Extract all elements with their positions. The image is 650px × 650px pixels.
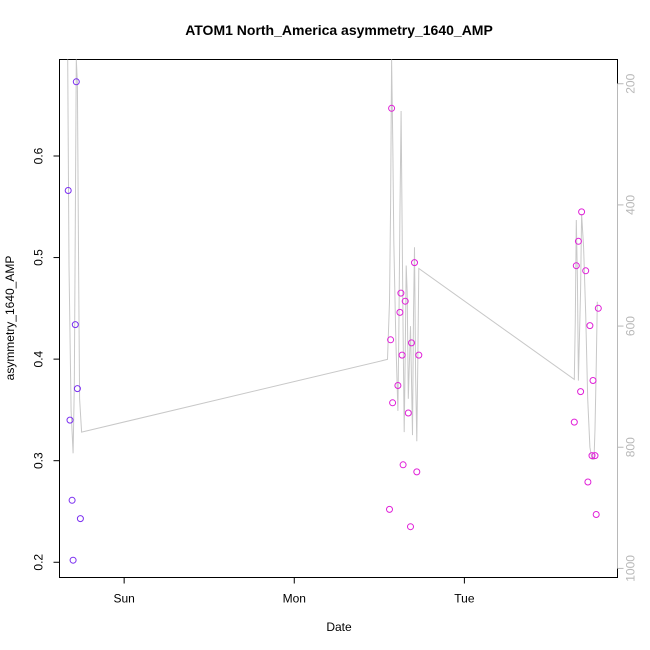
data-point — [71, 321, 79, 329]
data-point — [584, 478, 592, 486]
data-point — [64, 187, 72, 194]
y-tick-label: 0.5 — [32, 249, 46, 266]
series-line — [67, 59, 598, 460]
data-point — [570, 418, 578, 426]
data-point — [408, 339, 415, 347]
data-point — [394, 382, 402, 389]
data-point — [591, 452, 599, 460]
data-point — [404, 409, 412, 417]
plot-frame — [59, 59, 618, 578]
data-point — [413, 468, 421, 476]
right-tick-label: 1000 — [624, 555, 638, 582]
right-tick-label: 600 — [624, 316, 638, 336]
data-point — [72, 78, 80, 86]
data-point — [588, 452, 596, 460]
data-point — [69, 556, 77, 564]
data-point — [572, 262, 580, 270]
data-point — [66, 416, 74, 424]
data-point — [411, 259, 418, 267]
y-tick-label: 0.2 — [32, 554, 46, 571]
data-point — [386, 505, 393, 513]
y-tick-label: 0.6 — [32, 147, 46, 164]
data-point — [76, 515, 84, 523]
data-point — [68, 496, 76, 504]
x-tick-label: Sun — [113, 592, 134, 606]
data-point — [398, 351, 406, 359]
chart-title: ATOM1 North_America asymmetry_1640_AMP — [185, 22, 493, 38]
data-point — [592, 511, 600, 518]
y-tick-label: 0.3 — [32, 452, 46, 469]
x-tick-label: Tue — [454, 592, 475, 606]
data-point — [387, 336, 395, 344]
data-point — [73, 385, 81, 393]
right-tick-label: 200 — [624, 73, 638, 93]
x-tick-label: Mon — [283, 592, 306, 606]
line-layer — [67, 59, 598, 460]
right-tick-label: 800 — [624, 437, 638, 457]
data-point — [389, 399, 397, 407]
data-point — [589, 377, 597, 384]
x-axis: Sun Mon Tue — [113, 577, 475, 606]
data-point — [396, 308, 404, 316]
data-point — [574, 237, 582, 245]
data-point — [577, 388, 585, 396]
data-point — [407, 523, 414, 531]
right-tick-label: 400 — [624, 195, 638, 215]
point-layer — [64, 78, 602, 564]
y-axis: 0.2 0.3 0.4 0.5 0.6 — [32, 147, 60, 571]
data-point — [586, 322, 594, 330]
x-axis-label: Date — [326, 620, 352, 634]
data-point — [399, 461, 407, 469]
data-point — [388, 104, 396, 112]
y-axis-label: asymmetry_1640_AMP — [3, 256, 17, 381]
y-tick-label: 0.4 — [32, 350, 46, 367]
data-point — [397, 289, 405, 297]
data-point — [594, 304, 602, 312]
data-point — [415, 351, 423, 359]
data-point — [582, 267, 590, 275]
data-point — [578, 208, 586, 216]
data-point — [401, 297, 409, 305]
right-axis: 200 400 600 800 1000 — [617, 73, 638, 582]
